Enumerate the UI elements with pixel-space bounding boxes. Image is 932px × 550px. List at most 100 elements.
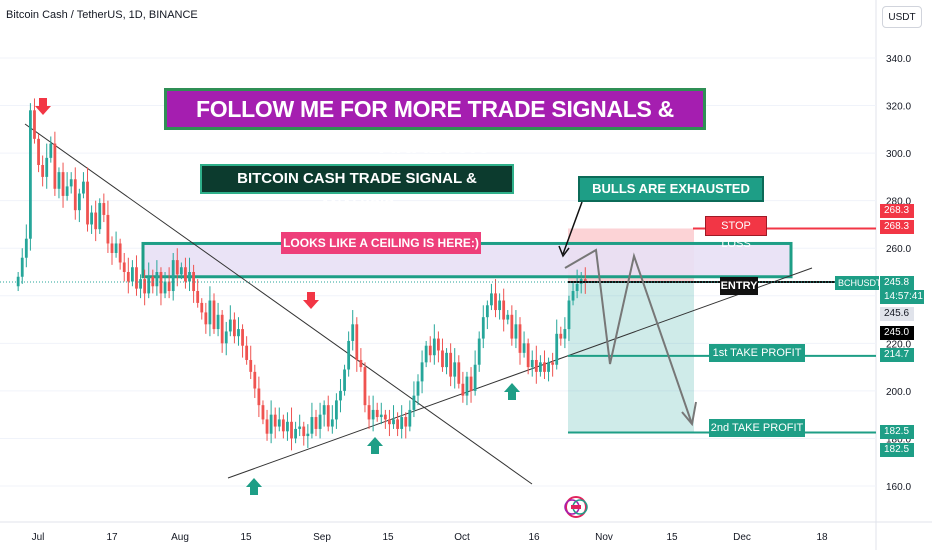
candle-body — [45, 157, 49, 177]
candle-body — [220, 314, 224, 344]
y-tick-label: 160.0 — [886, 482, 911, 493]
x-tick-label: Aug — [171, 532, 189, 543]
y-tick-label: 340.0 — [886, 54, 911, 65]
candle-body — [184, 267, 187, 282]
stop-loss-label: STOP LOSS — [705, 216, 767, 250]
tp2-price-tag-bottom: 182.5 — [880, 443, 914, 457]
candle-body — [518, 324, 522, 353]
candle-body — [339, 390, 342, 401]
candle-body — [196, 291, 200, 303]
candle-body — [526, 343, 530, 368]
candle-body — [171, 260, 175, 292]
candle-body — [253, 371, 257, 389]
candle-body — [224, 331, 228, 344]
candle-body — [73, 179, 77, 211]
y-tick-label: 320.0 — [886, 102, 911, 113]
candle-body — [367, 405, 371, 420]
candle-body — [228, 319, 232, 332]
candle-body — [396, 419, 399, 429]
callout-arrowhead — [558, 245, 570, 258]
candle-body — [457, 362, 461, 384]
candle-body — [534, 359, 538, 372]
candle-body — [245, 345, 249, 360]
candle-body — [86, 181, 89, 225]
candle-body — [326, 405, 330, 427]
candle-body — [265, 419, 269, 434]
candle-body — [571, 291, 575, 301]
candle-body — [302, 426, 306, 437]
candle-body — [567, 300, 571, 330]
candle-body — [131, 267, 134, 282]
last-price-tag: 245.8 — [880, 276, 914, 290]
candle-body — [441, 350, 444, 368]
candle-body — [490, 293, 493, 306]
countdown-tag: 14:57:41 — [880, 290, 924, 304]
candle-body — [428, 345, 432, 356]
candle-body — [102, 203, 106, 215]
bulls-callout: BULLS ARE EXHAUSTED TOO? — [578, 176, 764, 218]
candle-body — [522, 343, 526, 353]
entry-label: ENTRY — [720, 277, 758, 295]
candle-body — [61, 172, 65, 196]
candle-body — [216, 314, 220, 330]
candle-body — [212, 300, 216, 330]
candle-body — [135, 267, 138, 289]
x-tick-label: 15 — [240, 532, 252, 543]
candle-body — [575, 283, 579, 292]
candle-body — [502, 300, 506, 320]
tp2-label: 2nd TAKE PROFIT — [709, 419, 805, 437]
candle-body — [249, 359, 253, 372]
candle-body — [286, 421, 289, 432]
arrows — [35, 98, 520, 495]
candle-body — [281, 419, 285, 432]
candle-body — [445, 352, 448, 368]
sell-arrow-icon — [303, 292, 319, 309]
candle-body — [510, 314, 514, 339]
candle-body — [351, 324, 355, 341]
tp2-price-tag-top: 182.5 — [880, 425, 914, 439]
brand-logo-icon — [564, 496, 588, 518]
candle-body — [159, 272, 163, 294]
candle-body — [322, 405, 326, 415]
candle-body — [208, 300, 212, 325]
buy-arrow-icon — [504, 383, 520, 400]
candle-body — [449, 352, 453, 377]
currency-button[interactable]: USDT — [882, 6, 922, 28]
candle-body — [314, 417, 318, 429]
candle-body — [424, 345, 428, 363]
candle-body — [530, 359, 534, 368]
chart-title: Bitcoin Cash / TetherUS, 1D, BINANCE — [6, 9, 198, 21]
candle-body — [237, 329, 240, 337]
candle-body — [110, 243, 114, 253]
candle-body — [359, 359, 363, 368]
candle-body — [204, 312, 208, 325]
candle-body — [233, 319, 236, 337]
candle-body — [543, 362, 546, 372]
x-tick-label: 18 — [816, 532, 828, 543]
ceiling-callout: LOOKS LIKE A CEILING IS HERE:) — [281, 232, 481, 254]
candle-body — [41, 165, 45, 177]
x-tick-label: 17 — [106, 532, 118, 543]
candle-body — [469, 376, 473, 391]
candle-body — [163, 281, 167, 294]
candle-body — [200, 302, 204, 313]
x-axis: Jul 17 Aug 15 Sep 15 Oct 16 Nov 15 Dec 18 — [32, 532, 828, 543]
y-tick-label: 200.0 — [886, 387, 911, 398]
candle-body — [465, 376, 469, 396]
candle-body — [306, 433, 310, 437]
candle-body — [412, 395, 416, 410]
candle-body — [432, 338, 436, 356]
candle-body — [37, 138, 40, 165]
tp1-label: 1st TAKE PROFIT — [709, 344, 805, 362]
y-tick-label: 260.0 — [886, 244, 911, 255]
candle-body — [498, 300, 501, 311]
candle-body — [408, 409, 412, 427]
candle-body — [371, 409, 375, 420]
candle-body — [388, 419, 391, 425]
trendlines — [24, 123, 813, 485]
candle-body — [363, 367, 367, 406]
stop-price-tag-top: 268.3 — [880, 204, 914, 218]
candle-body — [583, 279, 587, 282]
candle-body — [563, 329, 567, 339]
